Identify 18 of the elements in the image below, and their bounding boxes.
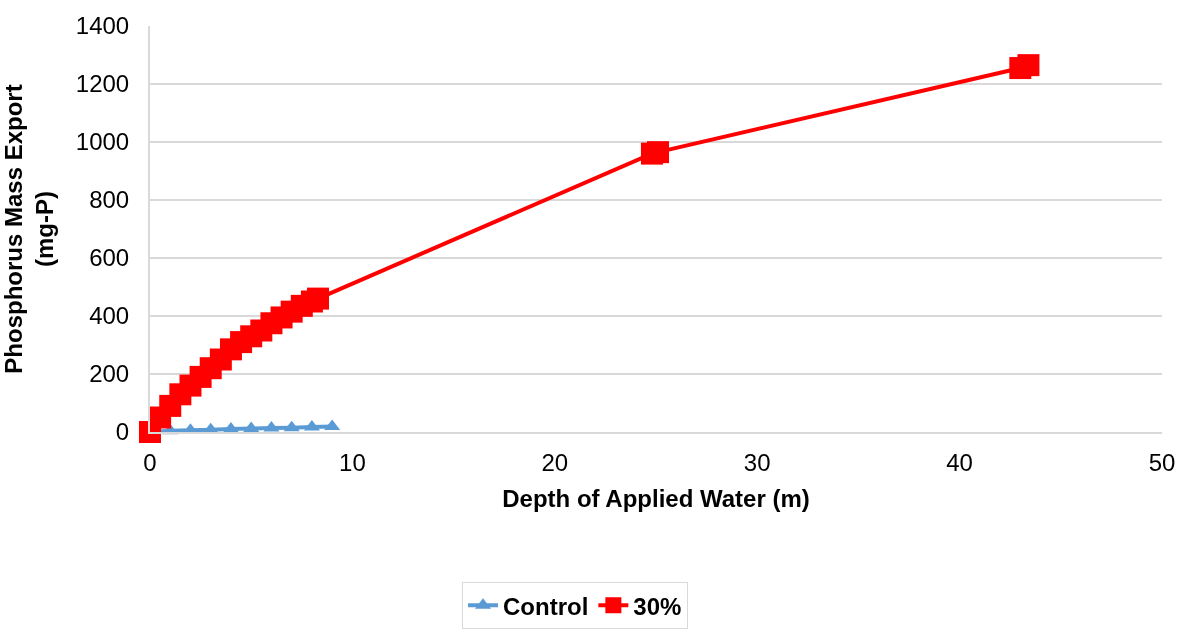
- y-tick-label: 1000: [75, 128, 130, 156]
- y-tick-label: 1200: [75, 70, 130, 98]
- legend-label: Control: [503, 592, 589, 620]
- x-tick-label: 10: [339, 448, 366, 476]
- y-tick-label: 0: [115, 418, 130, 446]
- y-tick-label: 200: [89, 360, 130, 388]
- y-tick-label: 1400: [75, 12, 130, 40]
- legend-label: 30%: [633, 592, 682, 620]
- x-tick-label: 40: [946, 448, 973, 476]
- x-axis-title: Depth of Applied Water (m): [502, 484, 810, 512]
- y-tick-label: 600: [89, 244, 130, 272]
- y-tick-label: 400: [89, 302, 130, 330]
- x-tick-label: 20: [541, 448, 569, 476]
- x-tick-label: 50: [1148, 448, 1176, 476]
- y-axis-title: Phosphorus Mass Export (mg-P): [0, 84, 59, 374]
- y-tick-label: 800: [89, 186, 130, 214]
- x-tick-label: 0: [143, 448, 157, 476]
- x-tick-label: 30: [743, 448, 771, 476]
